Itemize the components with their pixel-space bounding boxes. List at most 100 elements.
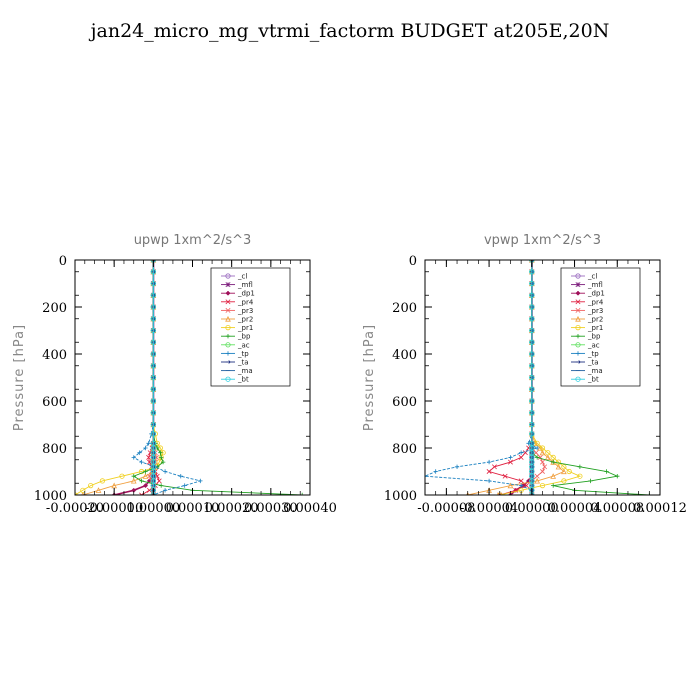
y-tick-label: 400 [392, 348, 417, 363]
data-point [486, 459, 492, 465]
y-tick-label: 800 [42, 442, 67, 457]
legend-label: _mfl [237, 281, 253, 289]
y-tick-label: 600 [42, 395, 67, 410]
legend-marker [575, 273, 581, 279]
data-point [529, 351, 535, 357]
legend-label: _bt [237, 376, 249, 384]
data-point [150, 374, 156, 381]
data-point [454, 464, 460, 469]
legend-label: _mfl [587, 281, 603, 289]
panel-title: vpwp 1xm^2/s^3 [484, 233, 601, 248]
legend-label: _pr3 [237, 307, 253, 315]
data-point [95, 487, 102, 493]
data-point [425, 474, 428, 479]
series-line-pr4 [488, 260, 533, 495]
data-point [615, 474, 620, 479]
x-tick-label: 0.00012 [633, 501, 687, 516]
x-tick-label: 0.00000 [505, 501, 559, 516]
legend-marker [575, 334, 581, 339]
data-point [529, 316, 535, 322]
data-point [158, 450, 163, 455]
data-point [491, 464, 497, 470]
y-tick-label: 800 [392, 442, 417, 457]
legend-label: _pr4 [587, 298, 604, 306]
legend-label: _pr4 [237, 298, 254, 306]
data-point [143, 445, 148, 451]
data-point [550, 459, 556, 465]
data-point [142, 483, 149, 489]
data-point [533, 450, 539, 456]
data-point [146, 487, 152, 493]
panel-vpwp: vpwp 1xm^2/s^3 Pressure [hPa] 0 200 400 600 80… [362, 233, 687, 516]
legend-label: _cl [587, 273, 597, 281]
data-point [534, 440, 540, 446]
data-point [518, 450, 524, 455]
data-point [150, 386, 156, 392]
legend-label: _bp [587, 333, 601, 341]
legend-marker [575, 315, 581, 322]
legend-label: _cl [237, 273, 247, 281]
legend-marker [575, 360, 581, 364]
legend-marker [225, 307, 231, 313]
data-point [534, 477, 541, 484]
data-point [577, 464, 583, 469]
data-point [518, 454, 524, 460]
data-point [150, 292, 156, 298]
panel-upwp: upwp 1xm^2/s^3 Pressure [hPa] 0 200 400 600 80… [12, 233, 337, 516]
data-point [151, 493, 157, 495]
legend-label: _tp [237, 350, 249, 358]
legend-marker [225, 324, 231, 331]
legend-label: _pr2 [587, 316, 603, 324]
legend-label: _dp1 [237, 290, 255, 298]
data-point [162, 488, 168, 493]
data-point [540, 469, 545, 474]
data-point [529, 339, 535, 345]
panel-title: upwp 1xm^2/s^3 [134, 233, 252, 248]
data-point [433, 469, 438, 474]
data-point [550, 454, 556, 460]
y-tick-label: 0 [409, 254, 417, 269]
data-point [150, 431, 156, 437]
data-point [555, 459, 562, 465]
data-point [150, 351, 156, 357]
series-line-pr2 [82, 260, 154, 495]
data-point [146, 441, 151, 446]
legend-marker [575, 376, 581, 382]
data-point [154, 473, 160, 479]
series-line-pr4 [141, 260, 160, 495]
data-point [150, 304, 156, 310]
data-point [150, 363, 156, 369]
x-tick-label: 0.00040 [283, 501, 337, 516]
data-point [299, 492, 305, 495]
data-point [142, 473, 149, 479]
series-line-tp [132, 260, 203, 495]
data-point [561, 478, 567, 484]
data-point [150, 316, 156, 322]
data-point [542, 464, 548, 470]
data-point [508, 455, 513, 460]
legend-label: _ta [587, 359, 599, 367]
figure-title: jan24_micro_mg_vtrmi_factorm BUDGET at20… [90, 20, 610, 42]
data-point [178, 474, 183, 479]
x-tick-label: 0.00030 [244, 501, 298, 516]
data-point [146, 459, 152, 465]
data-point [529, 421, 535, 428]
data-point [150, 339, 156, 345]
legend-marker [225, 360, 231, 364]
data-point [529, 327, 535, 334]
series-line-tp [425, 260, 539, 495]
legend: _cl_mfl_dp1_pr4_pr3_pr2_pr1_bp_ac_tp_ta_… [560, 267, 641, 387]
data-point [139, 492, 145, 495]
data-point [150, 410, 156, 416]
legend-marker [225, 376, 231, 382]
legend-label: _ma [237, 367, 253, 375]
data-point [529, 410, 535, 416]
legend-label: _pr1 [587, 324, 603, 332]
data-point [162, 469, 168, 474]
y-tick-label: 1000 [384, 489, 417, 504]
data-point [146, 454, 152, 460]
data-point [518, 478, 524, 484]
data-point [577, 473, 583, 479]
data-point [529, 363, 535, 369]
y-tick-label: 1000 [34, 489, 67, 504]
